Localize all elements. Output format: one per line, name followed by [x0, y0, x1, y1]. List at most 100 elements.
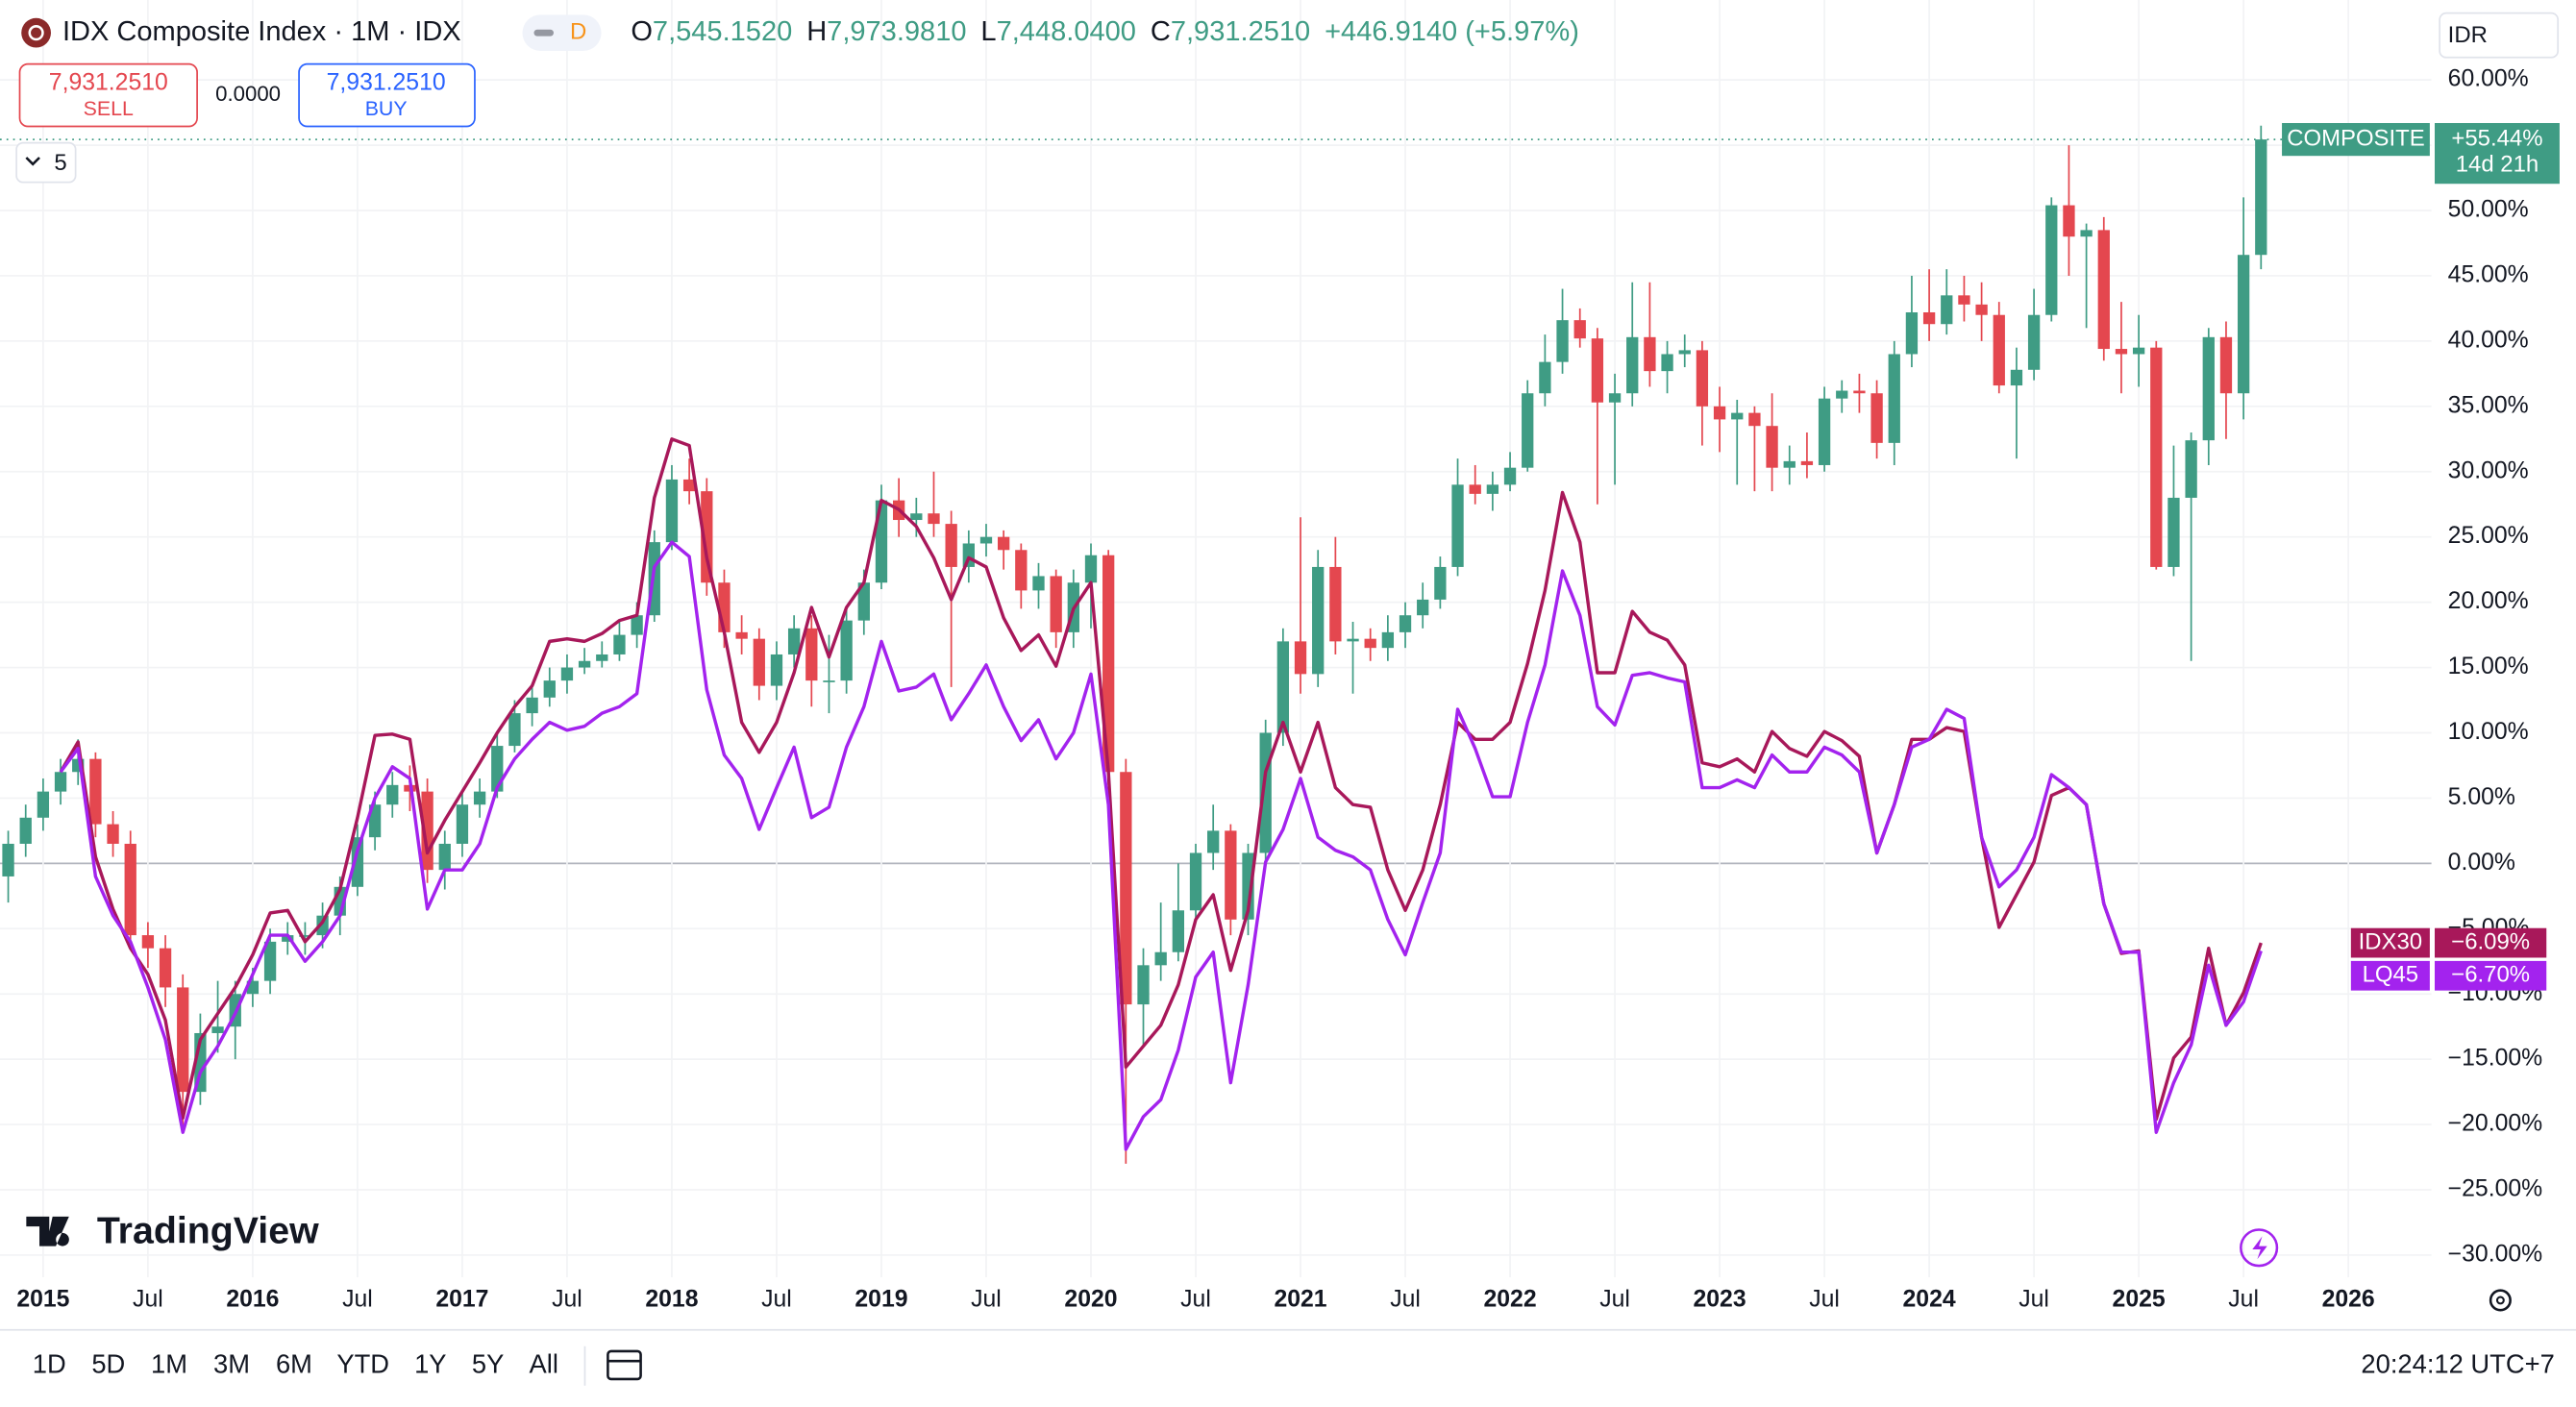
- candle-body: [1661, 354, 1673, 372]
- watermark: TradingView: [26, 1209, 319, 1251]
- candle-body: [107, 824, 119, 844]
- range-button[interactable]: 3M: [213, 1349, 250, 1379]
- lightning-icon: [2252, 1236, 2267, 1260]
- range-button[interactable]: 1Y: [414, 1349, 446, 1379]
- candle-body: [1905, 311, 1919, 355]
- candle-body: [1329, 566, 1342, 642]
- candle-body: [2027, 314, 2041, 370]
- candle-body: [1836, 390, 1848, 399]
- candle-body: [456, 804, 469, 844]
- badge[interactable]: [522, 14, 602, 51]
- currency: IDR: [2448, 22, 2488, 48]
- candle-body: [543, 680, 556, 698]
- candle-body: [1154, 951, 1167, 966]
- range-button[interactable]: All: [530, 1349, 558, 1379]
- y-tick-label: −20.00%: [2448, 1111, 2542, 1137]
- candle-body: [351, 837, 364, 887]
- ohlc-key: C: [1151, 16, 1171, 47]
- range-button[interactable]: YTD: [336, 1349, 389, 1379]
- candle-body: [560, 667, 574, 681]
- y-tick-label: 20.00%: [2448, 588, 2529, 614]
- x-tick-label: Jul: [1390, 1287, 1421, 1313]
- candle-body: [1608, 393, 1622, 403]
- candle-body: [2219, 336, 2233, 394]
- range-button[interactable]: 5D: [91, 1349, 125, 1379]
- candle-body: [1958, 295, 1970, 305]
- x-tick-label: Jul: [1180, 1287, 1211, 1313]
- candle-body: [2167, 497, 2180, 567]
- buy-button[interactable]: [298, 62, 476, 128]
- candle-body: [1312, 566, 1325, 675]
- indicators-toggle[interactable]: [15, 141, 77, 184]
- candle-body: [682, 479, 696, 492]
- sell-price: 7,931.2510: [49, 70, 168, 96]
- candle-body: [2080, 230, 2093, 237]
- candle-body: [910, 513, 923, 521]
- candle-body: [979, 536, 993, 544]
- candle-body: [2115, 349, 2128, 355]
- x-tick-label: Jul: [552, 1287, 582, 1313]
- chevron: [25, 157, 40, 166]
- candle-body: [1469, 484, 1481, 494]
- candle-body: [2185, 440, 2197, 498]
- x-tick-label: Jul: [133, 1287, 163, 1313]
- lightning-button[interactable]: [2240, 1228, 2279, 1268]
- candle-body: [54, 772, 67, 792]
- candle-body: [368, 804, 382, 838]
- candle-body: [1539, 361, 1551, 394]
- sell-label: SELL: [84, 97, 134, 120]
- range-button[interactable]: 6M: [276, 1349, 312, 1379]
- sell-button[interactable]: [18, 62, 198, 128]
- logo-mark: [26, 1216, 69, 1247]
- y-tick-label: 10.00%: [2448, 719, 2529, 745]
- candle-body: [1084, 555, 1098, 583]
- candle-body: [1242, 852, 1254, 920]
- candle-body: [1922, 311, 1936, 325]
- series-tag-bg: [2435, 960, 2547, 991]
- change: +446.9140 (+5.97%): [1325, 16, 1579, 47]
- candle-body: [2132, 347, 2145, 355]
- candle-body: [2063, 205, 2075, 237]
- candle-body: [1120, 772, 1132, 1005]
- ohlc-key: O: [631, 16, 653, 47]
- candle-body: [1644, 336, 1656, 372]
- y-tick-label: 35.00%: [2448, 392, 2529, 418]
- range-button[interactable]: 1D: [33, 1349, 66, 1379]
- candle-body: [735, 631, 748, 639]
- series-tag-value: +55.44%: [2451, 125, 2542, 151]
- y-tick-label: 15.00%: [2448, 654, 2529, 679]
- range-button[interactable]: 5Y: [472, 1349, 504, 1379]
- candle-body: [1853, 390, 1866, 394]
- candle-body: [299, 935, 311, 937]
- interval-badge: D: [570, 18, 586, 44]
- symbol-icon: [21, 17, 51, 48]
- candle-body: [665, 479, 679, 543]
- y-tick-label: 30.00%: [2448, 457, 2529, 483]
- candle-body: [2045, 205, 2058, 315]
- x-tick-label: 2024: [1903, 1287, 1956, 1313]
- calendar-button[interactable]: [607, 1349, 642, 1381]
- series-tag-value: −6.70%: [2451, 962, 2530, 988]
- candle-body: [1713, 406, 1726, 420]
- range-button[interactable]: 1M: [151, 1349, 187, 1379]
- series-tag-name: LQ45: [2363, 962, 2418, 988]
- candle-body: [2, 843, 14, 876]
- plot: [0, 125, 2432, 1164]
- currency-button[interactable]: [2439, 12, 2560, 59]
- series-tag-name-bg: [2350, 960, 2430, 991]
- series-tag-name: IDX30: [2359, 928, 2422, 954]
- candle-body: [1522, 393, 1534, 468]
- symbol-title[interactable]: IDX Composite Index · 1M · IDX: [62, 16, 461, 47]
- toolbar: 1D 5D 1M 3M 6M YTD 1Y 5Y All: [33, 1349, 558, 1379]
- candle-body: [1050, 576, 1062, 632]
- buy-price: 7,931.2510: [327, 70, 446, 96]
- y-tick-label: 5.00%: [2448, 784, 2515, 810]
- candle-body: [1015, 550, 1028, 591]
- ohlc-key: L: [980, 16, 996, 47]
- buy-label: BUY: [365, 97, 408, 120]
- settings-button[interactable]: [2489, 1289, 2512, 1312]
- candle-body: [1102, 555, 1115, 773]
- candle-body: [840, 620, 853, 681]
